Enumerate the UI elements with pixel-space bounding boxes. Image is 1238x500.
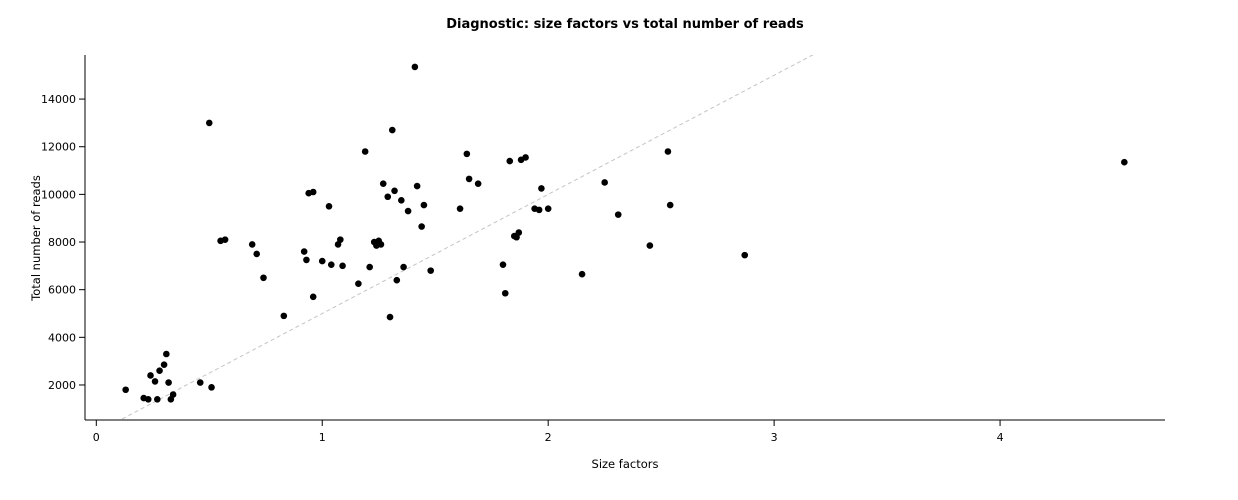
x-tick-label: 3 (771, 431, 778, 444)
data-point (501, 289, 509, 297)
data-point (1121, 158, 1128, 166)
y-tick-label: 12000 (41, 141, 76, 154)
data-point (154, 395, 161, 403)
data-point (578, 270, 586, 278)
data-point (391, 187, 398, 195)
data-point (122, 386, 129, 394)
trendline (119, 55, 814, 420)
data-point (147, 372, 154, 379)
data-point (379, 180, 387, 187)
y-tick-label: 6000 (48, 284, 76, 297)
data-point (144, 395, 152, 403)
data-point (165, 379, 172, 386)
data-point (413, 182, 421, 190)
data-point (535, 206, 543, 214)
data-point (366, 263, 373, 271)
data-point (355, 280, 362, 288)
data-point (339, 262, 346, 270)
data-point (741, 251, 749, 259)
data-point (614, 211, 622, 218)
y-tick-label: 14000 (41, 93, 76, 106)
data-point (377, 241, 385, 248)
data-point (601, 179, 608, 186)
y-tick-label: 10000 (41, 188, 76, 201)
data-point (499, 261, 507, 268)
data-point (522, 154, 529, 161)
data-point (309, 188, 317, 196)
data-point (646, 242, 654, 249)
data-point (456, 205, 464, 212)
data-point (404, 207, 412, 215)
data-point (303, 256, 310, 264)
data-point (361, 148, 369, 155)
plot-content: 0 1 2 3 4 2000 4000 6000 8000 10000 12000 14000 (41, 55, 1165, 444)
data-point (427, 267, 434, 274)
data-point (384, 193, 392, 201)
data-point (205, 119, 213, 127)
data-point (309, 293, 317, 301)
data-point (280, 312, 288, 320)
data-point (506, 157, 514, 165)
data-point (221, 236, 229, 243)
data-point (420, 201, 428, 209)
x-tick-label: 2 (545, 431, 552, 444)
data-point (418, 223, 425, 230)
data-point (196, 379, 204, 386)
data-point (337, 236, 344, 243)
data-point (160, 361, 168, 369)
y-axis-label: Total number of reads (29, 175, 43, 302)
x-tick-label: 1 (319, 431, 326, 444)
data-point (411, 63, 419, 71)
data-point (388, 126, 396, 134)
data-point (465, 175, 473, 183)
y-tick-label: 8000 (48, 236, 76, 249)
data-point (318, 257, 326, 265)
data-point (327, 261, 335, 268)
data-point (325, 202, 333, 210)
data-point (538, 185, 545, 192)
x-axis-label: Size factors (592, 457, 659, 471)
data-point (163, 350, 170, 358)
data-point (169, 391, 177, 398)
data-point (544, 205, 552, 212)
data-point (515, 229, 523, 236)
y-tick-label: 4000 (48, 331, 76, 344)
data-point (664, 148, 672, 155)
x-tick-label: 4 (997, 431, 1004, 444)
data-point (474, 180, 482, 187)
data-point (248, 241, 256, 248)
data-point (300, 248, 308, 255)
data-point (398, 197, 405, 204)
y-tick-label: 2000 (48, 379, 76, 392)
data-point (400, 263, 407, 271)
x-tick-label: 0 (93, 431, 100, 444)
chart-title: Diagnostic: size factors vs total number… (446, 17, 804, 32)
data-point (151, 378, 159, 385)
data-point (463, 150, 471, 158)
data-point (386, 313, 394, 321)
data-point (260, 274, 267, 282)
data-point (208, 384, 215, 391)
data-point (156, 367, 163, 374)
data-point (393, 276, 401, 284)
data-point (253, 250, 261, 258)
data-point (666, 201, 674, 209)
